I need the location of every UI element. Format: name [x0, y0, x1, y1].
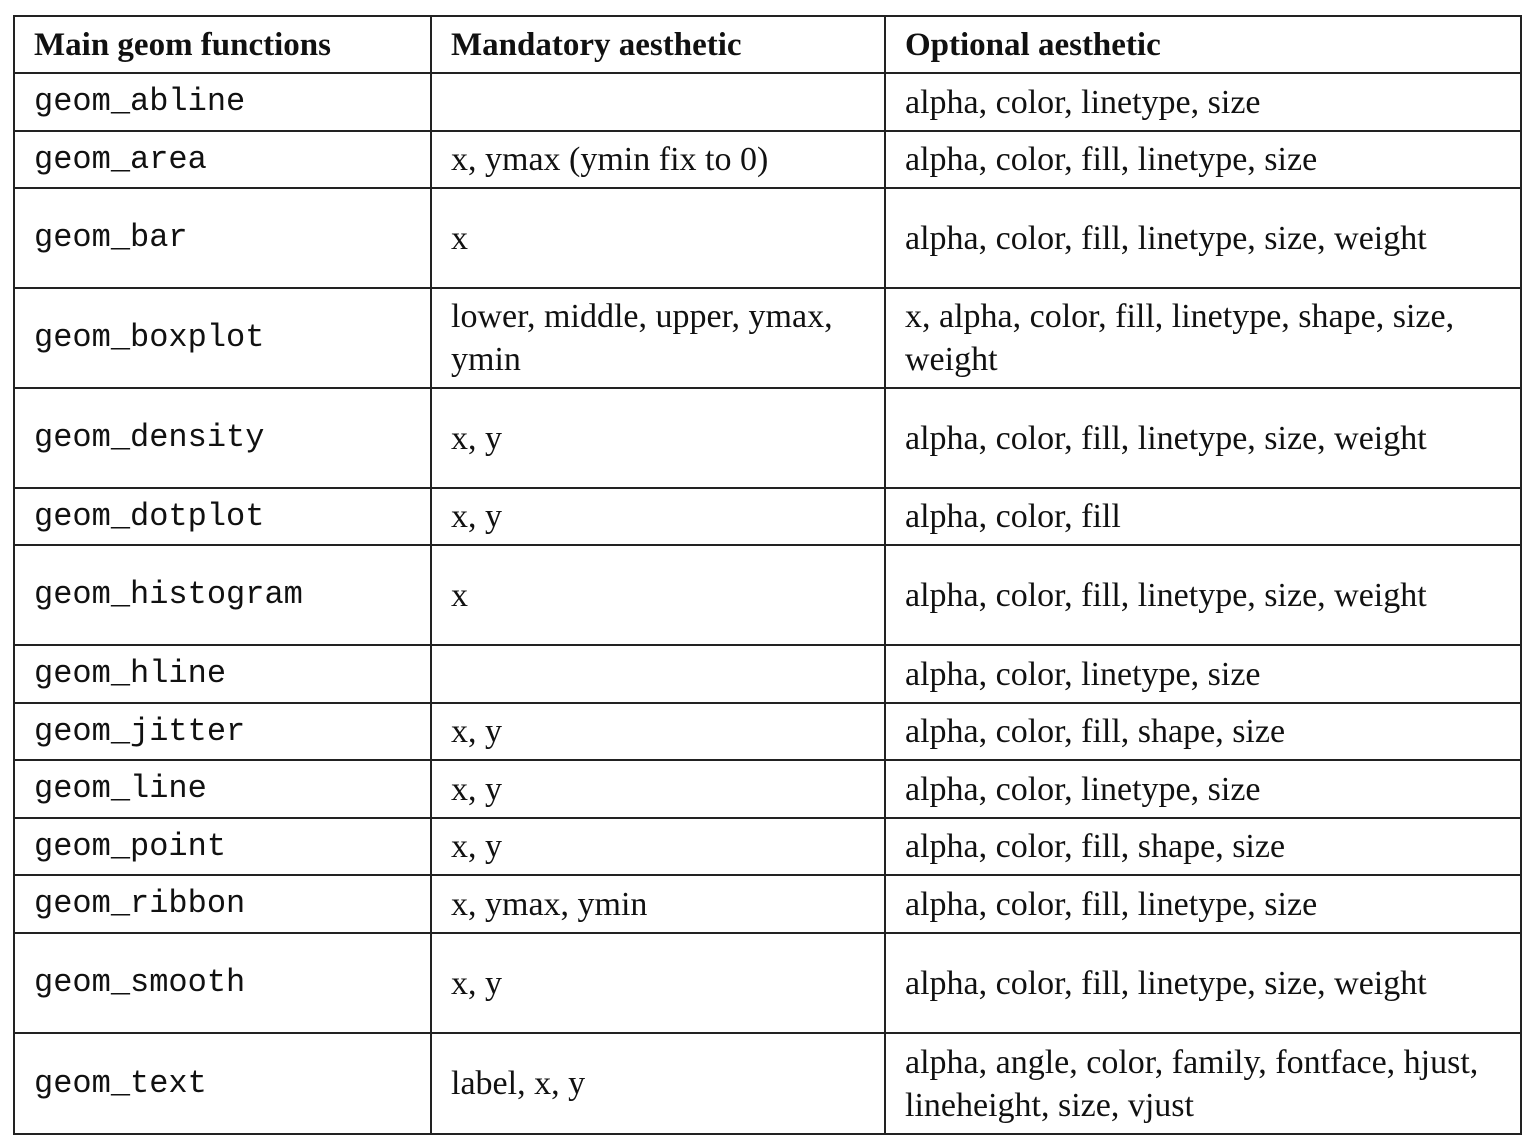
- mandatory-aesthetic-cell: x: [430, 544, 886, 646]
- optional-aesthetic-cell: alpha, color, fill: [884, 487, 1522, 546]
- function-name-cell: geom_point: [13, 817, 432, 876]
- table-row: geom_dotplot x, y alpha, color, fill: [13, 487, 1522, 546]
- mandatory-aesthetic-cell: x, y: [430, 702, 886, 761]
- table-row: geom_density x, y alpha, color, fill, li…: [13, 387, 1522, 489]
- function-name-cell: geom_area: [13, 130, 432, 189]
- table-row: geom_bar x alpha, color, fill, linetype,…: [13, 187, 1522, 289]
- function-name-cell: geom_hline: [13, 644, 432, 704]
- mandatory-aesthetic-cell: x, y: [430, 932, 886, 1034]
- table-row: geom_point x, y alpha, color, fill, shap…: [13, 817, 1522, 876]
- function-name-cell: geom_bar: [13, 187, 432, 289]
- mandatory-aesthetic-cell: [430, 72, 886, 132]
- table-row: geom_jitter x, y alpha, color, fill, sha…: [13, 702, 1522, 761]
- optional-aesthetic-cell: alpha, color, fill, shape, size: [884, 702, 1522, 761]
- optional-aesthetic-cell: alpha, color, fill, linetype, size, weig…: [884, 187, 1522, 289]
- mandatory-aesthetic-cell: x, y: [430, 487, 886, 546]
- function-name-cell: geom_histogram: [13, 544, 432, 646]
- mandatory-aesthetic-cell: x, ymax (ymin fix to 0): [430, 130, 886, 189]
- mandatory-aesthetic-cell: x, y: [430, 759, 886, 819]
- table-row: geom_ribbon x, ymax, ymin alpha, color, …: [13, 874, 1522, 934]
- function-name-cell: geom_dotplot: [13, 487, 432, 546]
- mandatory-aesthetic-cell: label, x, y: [430, 1032, 886, 1135]
- optional-aesthetic-cell: alpha, color, fill, linetype, size, weig…: [884, 932, 1522, 1034]
- optional-aesthetic-cell: alpha, color, fill, linetype, size: [884, 874, 1522, 934]
- function-name-cell: geom_abline: [13, 72, 432, 132]
- table-row: geom_hline alpha, color, linetype, size: [13, 644, 1522, 704]
- table-row: geom_boxplot lower, middle, upper, ymax,…: [13, 287, 1522, 389]
- optional-aesthetic-cell: alpha, color, linetype, size: [884, 644, 1522, 704]
- header-mandatory-aesthetic: Mandatory aesthetic: [430, 15, 886, 74]
- optional-aesthetic-cell: alpha, color, fill, linetype, size, weig…: [884, 544, 1522, 646]
- function-name-cell: geom_ribbon: [13, 874, 432, 934]
- optional-aesthetic-cell: alpha, color, linetype, size: [884, 759, 1522, 819]
- mandatory-aesthetic-cell: x, y: [430, 387, 886, 489]
- table-row: geom_text label, x, y alpha, angle, colo…: [13, 1032, 1522, 1135]
- optional-aesthetic-cell: alpha, color, linetype, size: [884, 72, 1522, 132]
- table-row: geom_line x, y alpha, color, linetype, s…: [13, 759, 1522, 819]
- header-main-geom-functions: Main geom functions: [13, 15, 432, 74]
- optional-aesthetic-cell: alpha, angle, color, family, fontface, h…: [884, 1032, 1522, 1135]
- optional-aesthetic-cell: alpha, color, fill, linetype, size, weig…: [884, 387, 1522, 489]
- mandatory-aesthetic-cell: x, ymax, ymin: [430, 874, 886, 934]
- geom-functions-table: Main geom functions Mandatory aesthetic …: [13, 15, 1522, 1135]
- function-name-cell: geom_boxplot: [13, 287, 432, 389]
- function-name-cell: geom_jitter: [13, 702, 432, 761]
- mandatory-aesthetic-cell: x, y: [430, 817, 886, 876]
- function-name-cell: geom_smooth: [13, 932, 432, 1034]
- function-name-cell: geom_density: [13, 387, 432, 489]
- function-name-cell: geom_line: [13, 759, 432, 819]
- table-row: geom_area x, ymax (ymin fix to 0) alpha,…: [13, 130, 1522, 189]
- optional-aesthetic-cell: alpha, color, fill, linetype, size: [884, 130, 1522, 189]
- mandatory-aesthetic-cell: [430, 644, 886, 704]
- table-row: geom_smooth x, y alpha, color, fill, lin…: [13, 932, 1522, 1034]
- optional-aesthetic-cell: alpha, color, fill, shape, size: [884, 817, 1522, 876]
- table-row: geom_histogram x alpha, color, fill, lin…: [13, 544, 1522, 646]
- table-row: geom_abline alpha, color, linetype, size: [13, 72, 1522, 132]
- header-row: Main geom functions Mandatory aesthetic …: [13, 15, 1522, 74]
- mandatory-aesthetic-cell: lower, middle, upper, ymax, ymin: [430, 287, 886, 389]
- function-name-cell: geom_text: [13, 1032, 432, 1135]
- header-optional-aesthetic: Optional aesthetic: [884, 15, 1522, 74]
- mandatory-aesthetic-cell: x: [430, 187, 886, 289]
- optional-aesthetic-cell: x, alpha, color, fill, linetype, shape, …: [884, 287, 1522, 389]
